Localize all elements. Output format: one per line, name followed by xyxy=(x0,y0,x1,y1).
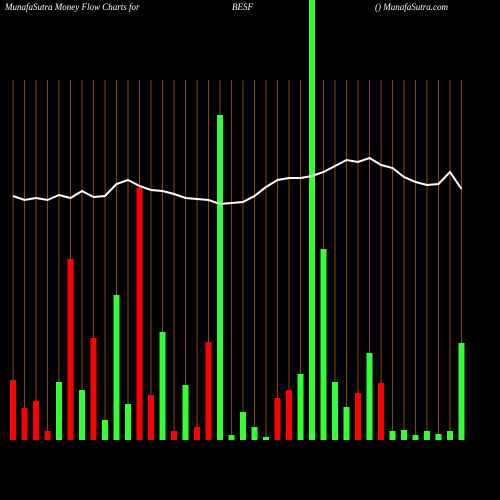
bar xyxy=(320,249,327,440)
bar xyxy=(332,382,338,440)
flow-line xyxy=(12,156,463,206)
bar xyxy=(21,408,28,440)
bar xyxy=(412,435,419,440)
bar xyxy=(447,431,453,440)
bar xyxy=(343,407,350,440)
bar xyxy=(309,0,315,440)
bar xyxy=(171,431,177,440)
bar xyxy=(194,427,200,440)
bar xyxy=(228,435,235,440)
bar xyxy=(136,188,143,440)
bar xyxy=(44,431,51,440)
bar xyxy=(378,383,384,440)
source: () MunafaSutra.com xyxy=(375,2,448,12)
bar xyxy=(10,380,16,440)
bar xyxy=(56,382,62,440)
bar xyxy=(251,427,258,440)
bar xyxy=(240,412,246,440)
bar xyxy=(389,431,396,440)
bar xyxy=(424,431,430,440)
chart-title: MunafaSutra Money Flow Charts for xyxy=(4,2,140,12)
bar xyxy=(366,353,373,440)
bar xyxy=(401,430,407,440)
bar xyxy=(33,401,39,440)
bar xyxy=(205,342,212,440)
bar xyxy=(435,434,442,440)
symbol: BESF xyxy=(232,2,253,12)
bar xyxy=(182,385,189,440)
bar xyxy=(102,420,108,440)
bar xyxy=(458,343,465,440)
bar xyxy=(297,374,304,440)
bar xyxy=(90,338,97,440)
bar xyxy=(159,332,166,440)
bar xyxy=(355,393,361,440)
bar xyxy=(263,437,269,440)
bar xyxy=(148,395,154,440)
bar xyxy=(217,115,223,440)
bar xyxy=(113,295,120,440)
bar xyxy=(125,404,131,440)
bar xyxy=(286,390,292,440)
bar xyxy=(67,259,74,440)
bar xyxy=(274,398,281,440)
bar xyxy=(79,390,85,440)
